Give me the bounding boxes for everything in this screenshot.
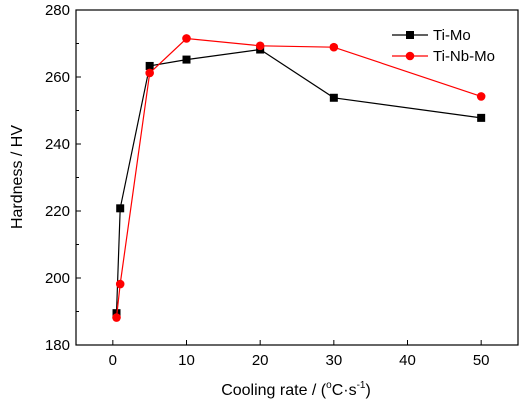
x-axis-label-prefix: Cooling rate / ( (221, 382, 327, 399)
x-tick-label: 40 (399, 352, 416, 369)
data-point-ti-mo (116, 204, 125, 213)
x-axis-label-exponent-sup: -1 (357, 380, 366, 391)
data-point-ti-nb-mo (255, 41, 265, 51)
y-axis-label: Hardness / HV (9, 125, 26, 229)
y-tick-label: 180 (45, 337, 70, 354)
legend-marker-ti-nb-mo (405, 51, 415, 61)
x-tick-label: 50 (473, 352, 490, 369)
x-tick-label: 20 (252, 352, 269, 369)
x-axis-label-degree-sup: o (326, 380, 332, 391)
series-line-ti-nb-mo (115, 37, 482, 318)
x-axis-ticks: 0 10 20 30 40 50 (109, 340, 490, 369)
data-point-ti-nb-mo (182, 34, 191, 43)
data-point-ti-nb-mo (112, 313, 121, 322)
y-tick-label: 260 (45, 69, 70, 86)
y-tick-label: 280 (45, 2, 70, 19)
x-axis-label-suffix: ) (365, 382, 370, 399)
legend-label-ti-mo: Ti-Mo (433, 27, 471, 44)
series-layer (112, 34, 486, 322)
x-tick-label: 10 (178, 352, 195, 369)
data-point-ti-mo (145, 61, 154, 70)
y-tick-label: 220 (45, 203, 70, 220)
data-point-ti-nb-mo (329, 42, 339, 52)
x-tick-label: 0 (109, 352, 117, 369)
legend-label-ti-nb-mo: Ti-Nb-Mo (433, 48, 495, 65)
data-point-ti-nb-mo (145, 68, 154, 78)
y-axis-ticks: 180 200 220 240 260 280 (45, 2, 81, 354)
x-tick-label: 30 (325, 352, 342, 369)
legend-marker-ti-mo (406, 31, 414, 39)
y-tick-label: 240 (45, 136, 70, 153)
data-point-ti-mo (477, 113, 486, 122)
y-tick-label: 200 (45, 270, 70, 287)
series-line-ti-mo (115, 48, 482, 314)
data-point-ti-mo (182, 55, 191, 64)
legend: Ti-Mo Ti-Nb-Mo (392, 27, 495, 65)
x-axis-label: Cooling rate / (oC·s-1) (221, 380, 371, 399)
x-axis-label-unit: C·s (332, 382, 357, 399)
data-point-ti-nb-mo (115, 279, 125, 289)
data-point-ti-mo (329, 93, 338, 102)
data-point-ti-nb-mo (476, 92, 486, 101)
